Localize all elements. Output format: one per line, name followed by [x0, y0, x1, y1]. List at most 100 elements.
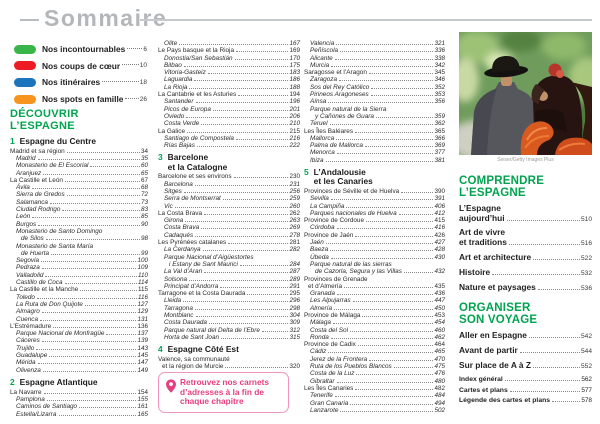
- toc-entry: Toledo 116: [16, 293, 148, 301]
- photo-credit: Seiser/Getty Images Plus: [497, 157, 554, 163]
- red-swatch-icon: [14, 61, 36, 71]
- toc-entry: Parque natural de la Sierra: [310, 105, 387, 113]
- toc-entry: L’Estrémadure 136: [10, 322, 148, 330]
- chapter-heading: 3 Barcelone et la Catalogne: [158, 152, 228, 172]
- toc-entry: de Huerta 99: [21, 249, 148, 257]
- toc-entry: Gibraltar 480: [310, 377, 445, 385]
- toc-entry: La Cantabrie et les Asturies 194: [158, 91, 300, 99]
- toc-entry: La Rioja 188: [164, 83, 300, 91]
- toc-entry: Lanzarote 502: [310, 406, 445, 414]
- toc-entry: Picos de Europa 201: [164, 105, 300, 113]
- toc-entry: et traditions 516: [459, 236, 592, 247]
- toc-entry: Province de Jaén 426: [304, 231, 445, 239]
- toc-entry: Pirineos Aragoneses 353: [310, 91, 445, 99]
- toc-entry: Pedraza 109: [16, 264, 148, 272]
- toc-entry: Saragosse et l’Aragon 345: [304, 69, 445, 77]
- toc-entry: Serra de Montserrat 259: [164, 195, 300, 203]
- chapter-heading: 1 Espagne du Centre: [10, 136, 96, 146]
- toc-entry: et la région de Murcie 320: [162, 363, 300, 371]
- toc-column-1: DÉCOUVRIR L’ESPAGNE 1 Espagne du Centre Madr…: [10, 108, 148, 418]
- toc-entry: de Cazorla, Segura y las Villas 432: [315, 268, 445, 276]
- toc-entry: Palma de Mallorca 369: [310, 142, 445, 150]
- organiser-list: Aller en Espagne 542 Avant de partir 544 Sur…: [459, 330, 592, 371]
- toc-entry: Nature et paysages 536: [459, 281, 592, 292]
- toc-entry: La Navarre 154: [10, 388, 148, 396]
- toc-entry: La Cerdanya 282: [164, 246, 300, 254]
- toc-entry: Sierra de Gredos 72: [16, 191, 148, 199]
- toc-entry: Aínsa 356: [310, 98, 445, 106]
- toc-entry: Provinces de Séville et de Huelva 390: [304, 187, 445, 195]
- toc-entry: Parque Nacional de Monfragüe 137: [16, 330, 148, 338]
- toc-entry: Solsona 289: [164, 275, 300, 283]
- toc-entry: Barcelona 231: [164, 180, 300, 188]
- chapter-heading: 4 Espagne Côté Est: [158, 344, 239, 355]
- toc-entry: Valence, sa communauté: [158, 355, 230, 363]
- toc-entry: Cartes et plans 577: [459, 386, 592, 394]
- toc-entry: Provinces de Grenade: [304, 275, 368, 283]
- toc-entry: Ciudad Rodrigo 83: [16, 206, 148, 214]
- toc-entry: aujourd’hui 510: [459, 212, 592, 223]
- toc-entry: Aranjuez 65: [16, 169, 148, 177]
- toc-entry: Santander 196: [164, 98, 300, 106]
- toc-entry: Art et architecture 522: [459, 251, 592, 262]
- toc-entry: Olivenza 149: [16, 366, 148, 374]
- toc-entry: Costa Brava 269: [164, 224, 300, 232]
- toc-entry: Rías Bajas 222: [164, 142, 300, 150]
- organiser-small-list: Index général 562 Cartes et plans 577 Légend…: [459, 376, 592, 405]
- toc-entry: Cáceres 139: [16, 337, 148, 345]
- toc-entry: Parques nacionales de Huelva 412: [310, 209, 445, 217]
- right-rail: Seiser/Getty Images Plus COMPRENDRE L’ES…: [459, 32, 592, 405]
- toc-entry: de Silos 98: [21, 235, 148, 243]
- legend: Nos incontournables 6 Nos coups de cœur 10 N…: [14, 41, 147, 107]
- toc-entry: Laguardia 186: [164, 76, 300, 84]
- toc-entry: Art de vivre: [459, 227, 506, 238]
- toc-entry: Caminos de Santiago 161: [16, 403, 148, 411]
- blue-swatch-icon: [14, 77, 36, 87]
- toc-entry: Segovia 100: [16, 257, 148, 265]
- toc-entry: Le Pays basque et la Rioja 169: [158, 47, 300, 55]
- toc-entry: León 85: [16, 213, 148, 221]
- toc-entry: Ronda 462: [310, 333, 445, 341]
- toc-entry: La Castille et la Manche 115: [10, 286, 148, 294]
- page-title: Sommaire: [44, 5, 168, 31]
- toc-entry: Madrid 35: [16, 155, 148, 162]
- toc-entry: Vic 260: [164, 202, 300, 210]
- organiser-heading: ORGANISER SON VOYAGE: [459, 301, 538, 327]
- legend-item: Nos incontournables 6: [14, 41, 147, 58]
- toc-entry: Cuenca 131: [16, 315, 148, 323]
- toc-entry: Oviedo 206: [164, 112, 300, 120]
- toc-entry: Mérida 147: [16, 359, 148, 367]
- orange-swatch-icon: [14, 94, 36, 104]
- toc-entry: Lleida 296: [164, 297, 300, 305]
- toc-entry: Costa Verde 210: [164, 120, 300, 128]
- toc-entry: Province de Cadix 464: [304, 341, 445, 349]
- section-group-heading: DÉCOUVRIR L’ESPAGNE: [10, 108, 79, 132]
- green-swatch-icon: [14, 44, 36, 54]
- toc-entry: Barcelone et ses environs 230: [158, 173, 300, 181]
- toc-entry: Horta de Sant Joan 315: [164, 333, 300, 341]
- toc-entry: Tarragona 298: [164, 304, 300, 312]
- toc-entry: La Campiña 406: [310, 202, 445, 210]
- toc-entry: Córdoba 416: [310, 224, 445, 232]
- legend-item: Nos coups de cœur 10: [14, 58, 147, 75]
- toc-entry: Valencia 321: [310, 40, 445, 47]
- toc-entry: Olite 167: [164, 40, 300, 47]
- chapter-heading: 5 L’Andalousie et les Canaries: [304, 167, 373, 187]
- toc-entry: Légende des cartes et plans 578: [459, 397, 592, 405]
- toc-entry: Teruel 362: [310, 120, 445, 128]
- toc-entry: Pamplona 155: [16, 395, 148, 403]
- toc-entry: Index général 562: [459, 376, 592, 384]
- toc-entry: Costa de la Luz 476: [310, 370, 445, 378]
- toc-entry: Les Îles Baléares 365: [304, 127, 445, 135]
- toc-entry: Estella/Lizarra 165: [16, 410, 148, 418]
- toc-entry: Histoire 532: [459, 266, 592, 277]
- toc-entry: Alicante 338: [310, 54, 445, 62]
- toc-entry: Vitoria-Gasteiz 183: [164, 69, 300, 77]
- toc-entry: Madrid et sa région 34: [10, 147, 148, 155]
- toc-entry: Sos del Rey Católico 352: [310, 83, 445, 91]
- toc-entry: Jerez de la Frontera 470: [310, 355, 445, 363]
- toc-entry: Mallorca 366: [310, 134, 445, 142]
- toc-entry: Úbeda 430: [310, 253, 445, 261]
- toc-entry: Donostia/San Sebastián 170: [164, 54, 300, 62]
- toc-entry: Ruta de los Pueblos Blancos 475: [310, 363, 445, 371]
